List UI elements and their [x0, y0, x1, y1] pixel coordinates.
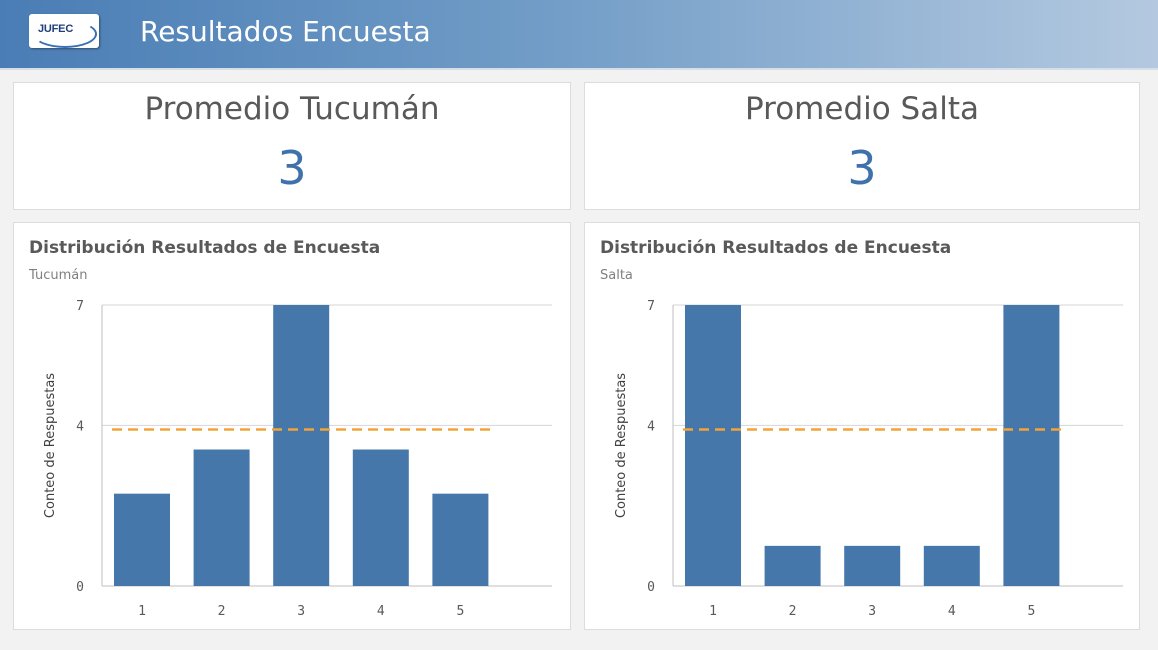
kpi-value: 3 [847, 141, 877, 195]
logo-text: JUFEC [38, 23, 74, 35]
kpi-label: Promedio Salta [745, 91, 979, 127]
x-tick-label: 1 [138, 604, 146, 619]
chart-card-tucuman[interactable]: Distribución Resultados de Encuesta Tucu… [13, 222, 571, 630]
x-tick-label: 5 [1027, 604, 1035, 619]
kpi-card-tucuman[interactable]: Promedio Tucumán 3 [13, 82, 571, 210]
y-axis-label: Conteo de Respuestas [614, 373, 629, 518]
chart-title: Distribución Resultados de Encuesta [600, 238, 952, 258]
x-tick-label: 2 [789, 604, 797, 619]
bar [923, 545, 980, 586]
page-title: Resultados Encuesta [140, 15, 431, 48]
bar-chart-tucuman: 0 4 7 Conteo de Respuestas 1 2 3 4 5 [43, 299, 552, 619]
bar [764, 545, 821, 586]
logo-swoosh [33, 20, 97, 48]
header-bar: JUFEC Resultados Encuesta [0, 0, 1158, 70]
bar [1003, 305, 1060, 586]
y-tick-label: 7 [647, 299, 655, 314]
kpi-label: Promedio Tucumán [144, 91, 440, 127]
bar [432, 493, 489, 586]
kpi-value: 3 [277, 141, 307, 195]
chart-subtitle: Tucumán [29, 268, 88, 283]
x-tick-label: 4 [377, 604, 385, 619]
x-tick-label: 1 [709, 604, 717, 619]
y-tick-label: 7 [76, 299, 84, 314]
y-axis-label: Conteo de Respuestas [43, 373, 58, 518]
company-logo: JUFEC [29, 14, 99, 48]
bar [352, 449, 409, 586]
x-tick-label: 4 [948, 604, 956, 619]
bar [273, 305, 330, 586]
y-tick-label: 0 [76, 580, 84, 595]
bar-chart-salta: 0 4 7 Conteo de Respuestas 1 2 3 4 5 [614, 299, 1123, 619]
y-tick-label: 4 [647, 419, 655, 434]
y-tick-label: 0 [647, 580, 655, 595]
y-tick-label: 4 [76, 419, 84, 434]
chart-card-salta[interactable]: Distribución Resultados de Encuesta Salt… [584, 222, 1140, 630]
bar [114, 493, 170, 586]
bar [685, 305, 741, 586]
bar [844, 545, 901, 586]
x-tick-label: 3 [868, 604, 876, 619]
chart-title: Distribución Resultados de Encuesta [29, 238, 381, 258]
x-tick-label: 3 [297, 604, 305, 619]
bar [193, 449, 250, 586]
x-tick-label: 5 [456, 604, 464, 619]
chart-subtitle: Salta [600, 268, 633, 283]
x-tick-label: 2 [218, 604, 226, 619]
kpi-card-salta[interactable]: Promedio Salta 3 [584, 82, 1140, 210]
